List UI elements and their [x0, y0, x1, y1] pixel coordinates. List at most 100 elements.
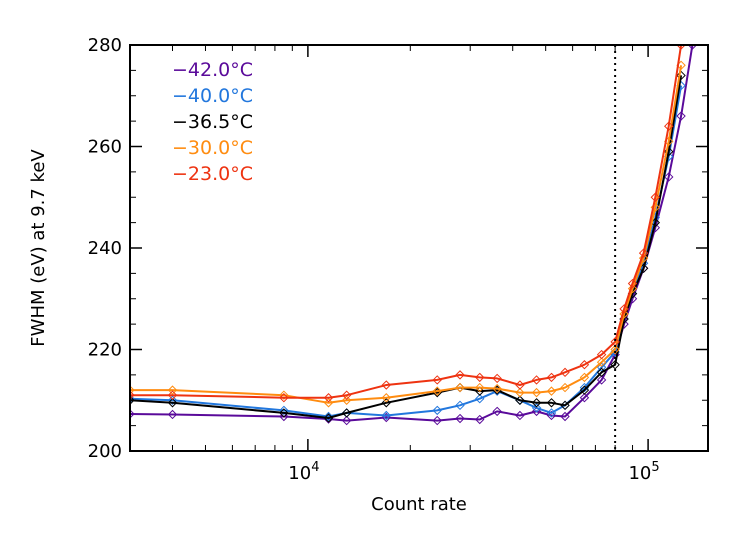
data-point — [323, 398, 334, 408]
data-point — [492, 373, 502, 384]
data-point — [596, 375, 607, 385]
data-point — [130, 395, 135, 405]
x-tick-exponent: 4 — [311, 460, 319, 475]
data-point — [167, 390, 178, 400]
y-tick-label: 220 — [88, 340, 122, 361]
data-point — [515, 387, 525, 398]
data-point — [546, 398, 557, 408]
data-point — [279, 393, 289, 403]
data-point — [560, 400, 570, 411]
data-point — [560, 382, 570, 393]
data-point — [381, 393, 391, 403]
y-tick-label: 200 — [88, 441, 122, 462]
data-point — [455, 370, 465, 380]
data-point — [610, 344, 620, 355]
y-tick-label: 240 — [88, 238, 122, 259]
data-point — [579, 372, 590, 383]
data-point — [341, 395, 352, 405]
data-point — [619, 304, 629, 314]
data-point — [455, 382, 465, 393]
series-3 — [130, 60, 686, 408]
data-point — [531, 403, 542, 413]
data-point — [650, 192, 661, 202]
legend-entry: −30.0°C — [172, 137, 253, 159]
data-point — [546, 408, 557, 418]
data-point — [381, 410, 391, 421]
data-point — [475, 372, 485, 383]
data-point — [279, 390, 289, 400]
x-tick-exponent: 5 — [651, 460, 659, 475]
data-point — [687, 45, 698, 50]
data-point — [341, 408, 352, 418]
data-point — [515, 410, 525, 421]
data-point — [531, 387, 542, 398]
data-point — [531, 406, 542, 417]
data-point — [323, 413, 334, 423]
data-point — [515, 395, 525, 405]
data-point — [627, 283, 638, 294]
data-point — [130, 409, 135, 419]
data-point — [492, 383, 502, 394]
x-tick-label: 105 — [628, 460, 659, 484]
data-point — [167, 385, 178, 395]
series-line — [130, 75, 683, 419]
data-point — [130, 394, 135, 404]
data-point — [546, 386, 557, 396]
data-point — [323, 411, 334, 422]
data-point — [664, 172, 674, 182]
data-point — [323, 393, 334, 403]
data-point — [432, 415, 442, 426]
data-point — [167, 395, 178, 405]
series-layer — [130, 45, 698, 426]
data-point — [676, 45, 686, 50]
data-point — [627, 278, 638, 289]
axes: 200 220 240 260 280 104 105 — [88, 35, 709, 484]
y-tick-label: 260 — [88, 137, 122, 158]
data-point — [560, 411, 570, 422]
data-point — [531, 398, 542, 408]
data-point — [664, 121, 674, 131]
data-point — [279, 411, 289, 422]
data-point — [130, 385, 135, 395]
data-point — [596, 349, 607, 360]
data-point — [279, 405, 289, 416]
legend-entry: −23.0°C — [172, 163, 253, 185]
data-point — [341, 390, 352, 400]
data-point — [455, 400, 465, 411]
data-point — [579, 385, 590, 395]
legend-entry: −40.0°C — [172, 85, 253, 107]
data-point — [676, 111, 686, 121]
data-point — [130, 390, 135, 400]
data-point — [610, 360, 620, 370]
data-point — [579, 393, 590, 403]
data-point — [475, 414, 485, 425]
data-point — [341, 415, 352, 426]
data-point — [167, 409, 178, 420]
data-point — [475, 394, 485, 404]
data-point — [432, 375, 442, 385]
data-point — [515, 380, 525, 390]
y-axis-title: FWHM (eV) at 9.7 keV — [28, 149, 49, 347]
series-4 — [130, 45, 686, 403]
data-point — [492, 406, 502, 417]
data-point — [638, 248, 649, 258]
data-point — [167, 398, 178, 408]
y-tick-label: 280 — [88, 35, 122, 56]
x-tick-label: 104 — [288, 460, 319, 484]
data-point — [676, 70, 686, 81]
x-axis-title: Count rate — [371, 494, 467, 515]
data-point — [432, 386, 442, 396]
data-point — [596, 367, 607, 378]
data-point — [560, 367, 570, 378]
data-point — [475, 382, 485, 393]
data-point — [279, 408, 289, 418]
data-point — [579, 360, 590, 370]
data-point — [381, 398, 391, 408]
data-point — [432, 405, 442, 416]
legend: −42.0°C −40.0°C −36.5°C −30.0°C −23.0°C — [172, 59, 253, 185]
legend-entry: −36.5°C — [172, 111, 253, 133]
data-point — [596, 357, 607, 367]
data-point — [619, 309, 629, 319]
data-point — [475, 386, 485, 396]
